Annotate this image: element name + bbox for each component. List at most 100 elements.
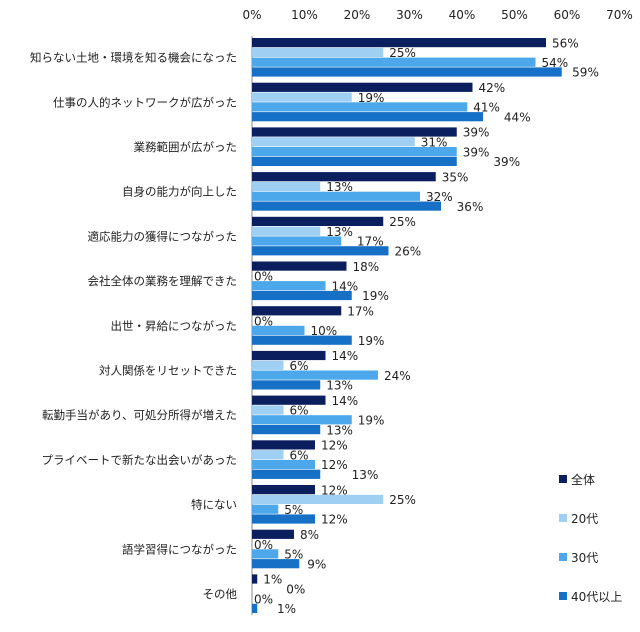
bar-30代 <box>252 191 420 201</box>
category-label: 語学習得につながった <box>122 542 237 556</box>
bar-30代 <box>252 370 378 380</box>
category-label: 仕事の人的ネットワークが広がった <box>53 95 237 109</box>
x-tick-label: 70% <box>606 8 633 22</box>
bar-30代 <box>252 147 457 157</box>
bar-40代以上 <box>252 335 352 345</box>
bar-全体 <box>252 127 457 137</box>
x-tick-label: 30% <box>396 8 423 22</box>
data-label: 13% <box>326 423 353 437</box>
data-label: 10% <box>311 324 338 338</box>
bar-全体 <box>252 350 326 361</box>
bar-全体 <box>252 529 294 539</box>
data-label: 19% <box>362 289 389 303</box>
data-label: 19% <box>358 414 385 428</box>
category-label: 知らない土地・環境を知る機会になった <box>30 51 237 65</box>
data-label: 0% <box>254 538 273 552</box>
bar-40代以上 <box>252 469 321 479</box>
bar-40代以上 <box>252 425 321 435</box>
x-tick-label: 40% <box>449 8 476 22</box>
data-label: 12% <box>321 483 348 497</box>
bar-40代以上 <box>252 380 321 390</box>
data-label: 6% <box>290 359 309 373</box>
bar-20代 <box>252 360 284 370</box>
data-label: 25% <box>389 46 416 60</box>
bar-20代 <box>252 226 321 236</box>
bar-全体 <box>252 306 342 316</box>
data-label: 42% <box>479 81 506 95</box>
data-label: 8% <box>300 528 319 542</box>
category-label: 対人関係をリセットできた <box>99 364 237 378</box>
data-label: 6% <box>290 404 309 418</box>
data-label: 26% <box>395 245 422 259</box>
data-label: 13% <box>352 468 379 482</box>
data-label: 14% <box>332 349 359 363</box>
category-label: 会社全体の業務を理解できた <box>88 274 238 288</box>
x-tick-label: 0% <box>242 8 261 22</box>
bar-全体 <box>252 261 347 271</box>
data-label: 24% <box>384 369 411 383</box>
bar-40代以上 <box>252 201 441 211</box>
category-label: その他 <box>203 587 238 601</box>
data-label: 31% <box>421 136 448 150</box>
bar-40代以上 <box>252 67 562 77</box>
bar-30代 <box>252 504 279 514</box>
data-label: 41% <box>473 101 500 115</box>
bar-全体 <box>252 440 315 450</box>
data-label: 1% <box>263 573 282 587</box>
bar-30代 <box>252 459 315 470</box>
category-label: 自身の能力が向上した <box>122 185 237 199</box>
data-label: 6% <box>290 448 309 462</box>
legend-label: 全体 <box>571 472 595 487</box>
data-label: 12% <box>321 458 348 472</box>
data-label: 25% <box>389 493 416 507</box>
legend-label: 40代以上 <box>571 590 622 604</box>
bar-40代以上 <box>252 603 258 613</box>
bar-全体 <box>252 172 436 182</box>
data-label: 59% <box>572 66 599 80</box>
bar-30代 <box>252 102 468 112</box>
legend-swatch <box>559 553 567 561</box>
data-label: 25% <box>389 215 416 229</box>
legend-swatch <box>559 475 567 483</box>
data-label: 39% <box>493 155 520 169</box>
bar-40代以上 <box>252 290 352 301</box>
data-label: 13% <box>326 379 353 393</box>
bar-全体 <box>252 216 384 226</box>
data-label: 5% <box>284 503 303 517</box>
data-label: 35% <box>442 170 469 184</box>
data-label: 1% <box>277 602 296 616</box>
bar-20代 <box>252 494 384 504</box>
bar-20代 <box>252 405 284 415</box>
x-tick-label: 20% <box>344 8 371 22</box>
bar-全体 <box>252 574 258 584</box>
category-label: 転勤手当があり、可処分所得が増えた <box>42 408 237 422</box>
data-label: 44% <box>504 110 531 124</box>
bar-20代 <box>252 137 415 147</box>
legend-label: 30代 <box>571 551 598 565</box>
bar-30代 <box>252 325 305 335</box>
data-label: 0% <box>254 314 273 328</box>
category-label: 業務範囲が広がった <box>134 140 238 154</box>
data-label: 9% <box>307 557 326 571</box>
data-label: 0% <box>286 583 305 597</box>
category-label: 出世・昇給につながった <box>111 319 238 333</box>
data-label: 36% <box>457 200 484 214</box>
x-tick-label: 10% <box>291 8 318 22</box>
bar-20代 <box>252 92 352 102</box>
bar-全体 <box>252 38 546 48</box>
bar-20代 <box>252 47 384 57</box>
data-label: 0% <box>254 592 273 606</box>
legend-swatch <box>559 592 567 600</box>
legend-swatch <box>559 514 567 522</box>
data-label: 12% <box>321 513 348 527</box>
x-tick-label: 50% <box>501 8 528 22</box>
bar-40代以上 <box>252 156 457 166</box>
category-label: 特にない <box>191 498 237 512</box>
data-label: 32% <box>426 190 453 204</box>
data-label: 39% <box>463 126 490 140</box>
bar-30代 <box>252 549 279 559</box>
bar-全体 <box>252 82 473 92</box>
bar-40代以上 <box>252 559 300 569</box>
bar-全体 <box>252 485 315 495</box>
